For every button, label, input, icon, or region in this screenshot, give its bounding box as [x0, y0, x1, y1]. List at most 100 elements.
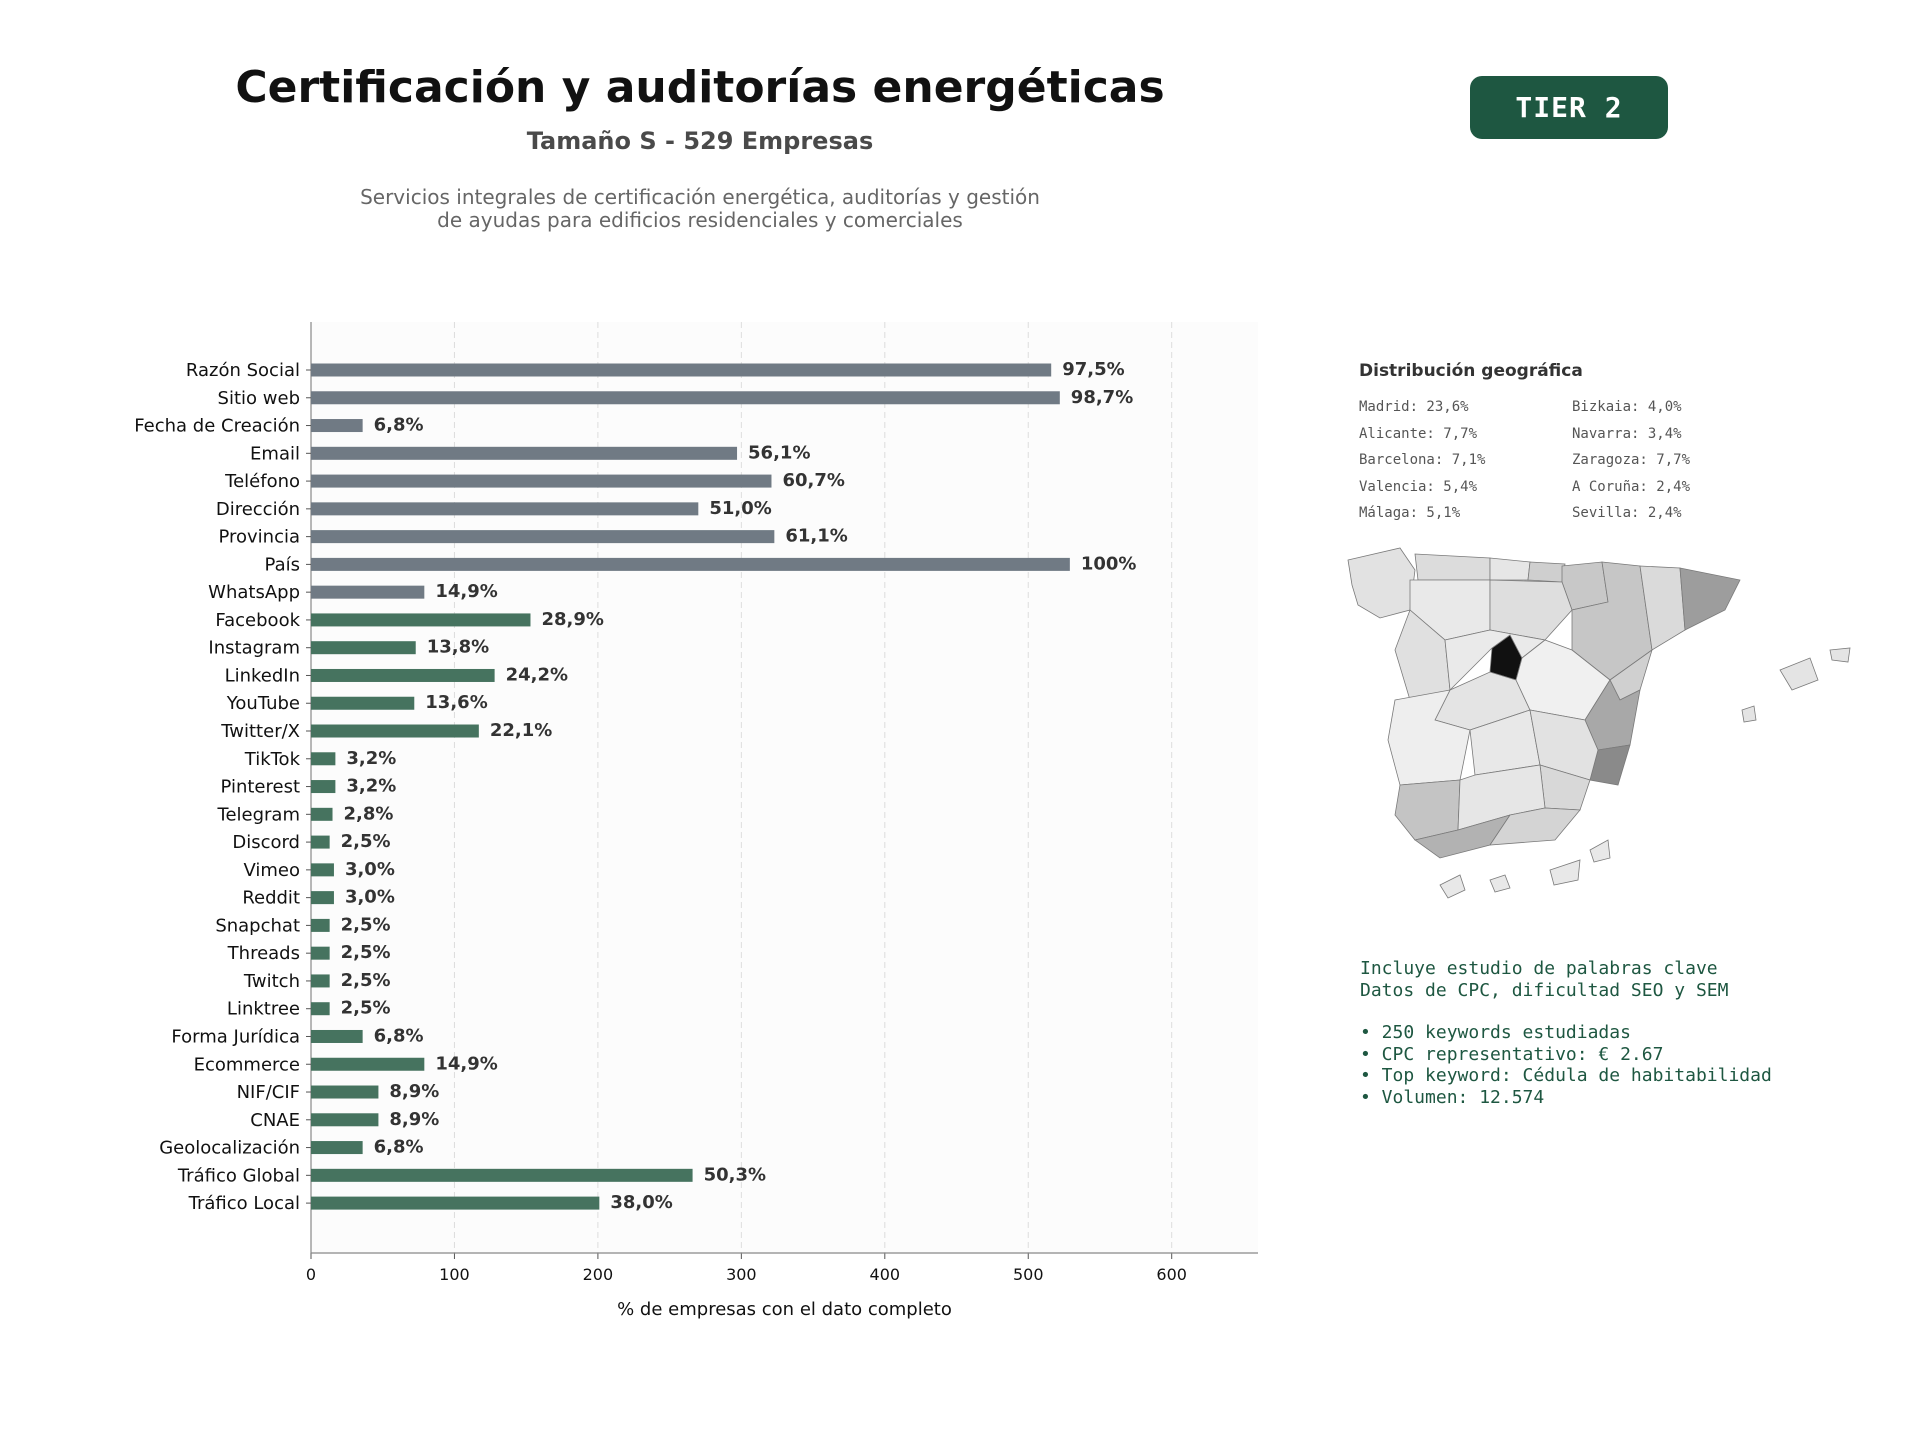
data-label: 50,3%	[704, 1164, 766, 1185]
category-label: Linktree	[227, 999, 300, 1020]
map-region-albacete	[1529, 709, 1599, 781]
tier-badge: TIER 2	[1470, 76, 1668, 139]
category-label: País	[265, 554, 300, 575]
keyword-study-box: Incluye estudio de palabras clave Datos d…	[1360, 958, 1772, 1108]
data-label: 3,2%	[346, 776, 396, 797]
map-region-galicia	[1347, 547, 1416, 619]
map-region-segovia	[1444, 629, 1546, 691]
data-label: 2,5%	[341, 914, 391, 935]
x-axis-label: % de empresas con el dato completo	[617, 1299, 952, 1320]
keyword-bullet: • CPC representativo: € 2.67	[1360, 1043, 1664, 1065]
map-region-canarias-1	[1439, 874, 1466, 899]
data-label: 60,7%	[782, 470, 844, 491]
category-label: Email	[250, 443, 300, 464]
bar	[311, 1057, 425, 1071]
map-region-asturias	[1414, 553, 1491, 581]
category-label: Forma Jurídica	[171, 1026, 300, 1047]
map-region-canarias-4	[1589, 839, 1611, 863]
x-tick-label: 500	[1013, 1265, 1044, 1284]
bar	[311, 668, 495, 682]
category-label: Threads	[227, 943, 300, 964]
category-label: Teléfono	[224, 471, 300, 492]
category-label: Discord	[232, 832, 300, 853]
geo-item: Barcelona: 7,1%	[1359, 452, 1486, 468]
bar	[311, 724, 479, 738]
bar	[311, 918, 330, 932]
data-label: 3,2%	[346, 748, 396, 769]
description-line-1: Servicios integrales de certificación en…	[360, 185, 1040, 209]
map-region-cantabria	[1489, 557, 1531, 581]
geo-item: Sevilla: 2,4%	[1572, 505, 1682, 521]
bar	[311, 1168, 693, 1182]
data-label: 100%	[1081, 553, 1137, 574]
category-label: Telegram	[217, 804, 300, 825]
category-label: Tráfico Global	[177, 1165, 300, 1186]
geo-item: Navarra: 3,4%	[1572, 425, 1682, 442]
data-label: 6,8%	[374, 1137, 424, 1158]
x-tick-label: 0	[306, 1265, 316, 1284]
bar	[311, 391, 1060, 405]
category-label: YouTube	[226, 693, 300, 714]
geo-item: Alicante: 7,7%	[1359, 425, 1478, 442]
data-label: 2,8%	[344, 803, 394, 824]
data-label: 3,0%	[345, 859, 395, 880]
category-label: TikTok	[244, 749, 301, 770]
category-label: Instagram	[208, 638, 300, 659]
x-tick-label: 400	[870, 1265, 901, 1284]
bar	[311, 1113, 379, 1127]
bar	[311, 891, 334, 905]
data-label: 24,2%	[506, 664, 568, 685]
bar	[311, 641, 416, 655]
x-tick-label: 600	[1156, 1265, 1187, 1284]
bar	[311, 557, 1070, 571]
category-label: Provincia	[218, 527, 300, 548]
data-label: 2,5%	[341, 831, 391, 852]
bar	[311, 1029, 363, 1043]
data-label: 2,5%	[341, 970, 391, 991]
map-region-burgos	[1489, 579, 1573, 641]
data-label: 98,7%	[1071, 387, 1133, 408]
map-region-barcelona	[1679, 567, 1741, 631]
bar	[311, 752, 336, 766]
category-label: Facebook	[215, 610, 300, 631]
geo-item: A Coruña: 2,4%	[1572, 478, 1691, 495]
x-tick-label: 100	[439, 1265, 470, 1284]
page-description: Servicios integrales de certificación en…	[0, 186, 1400, 232]
bar	[311, 1002, 330, 1016]
bar	[311, 696, 415, 710]
geo-title: Distribución geográfica	[1359, 361, 1583, 381]
map-region-ibiza	[1741, 705, 1757, 723]
geo-item: Zaragoza: 7,7%	[1572, 452, 1691, 468]
page-subtitle: Tamaño S - 529 Empresas	[526, 127, 874, 155]
bar	[311, 446, 738, 460]
keyword-line-1: Incluye estudio de palabras clave	[1360, 958, 1718, 979]
data-label: 28,9%	[541, 609, 603, 630]
bar	[311, 530, 775, 544]
geo-item: Madrid: 23,6%	[1359, 399, 1469, 415]
map-region-menorca	[1829, 647, 1851, 663]
data-label: 14,9%	[435, 1053, 497, 1074]
bar	[311, 613, 531, 627]
bar	[311, 863, 334, 877]
data-label: 13,6%	[425, 692, 487, 713]
geo-item: Valencia: 5,4%	[1359, 478, 1478, 495]
geo-distribution-list: Madrid: 23,6% Bizkaia: 4,0% Alicante: 7,…	[1359, 398, 1749, 522]
category-label: Dirección	[216, 499, 300, 520]
category-label: Pinterest	[220, 777, 300, 798]
bar	[311, 807, 333, 821]
bar	[311, 780, 336, 794]
data-label: 8,9%	[389, 1081, 439, 1102]
category-label: Ecommerce	[194, 1054, 300, 1075]
bar	[311, 946, 330, 960]
data-label: 13,8%	[427, 637, 489, 658]
category-label: Sitio web	[218, 388, 300, 409]
map-region-bizkaia	[1527, 561, 1566, 583]
category-label: Tráfico Local	[188, 1193, 300, 1214]
data-label: 56,1%	[748, 442, 810, 463]
description-line-2: de ayudas para edificios residenciales y…	[437, 208, 963, 232]
data-label: 6,8%	[374, 1025, 424, 1046]
x-tick-label: 200	[583, 1265, 614, 1284]
data-label: 14,9%	[435, 581, 497, 602]
bar	[311, 363, 1052, 377]
data-label: 97,5%	[1062, 359, 1124, 380]
